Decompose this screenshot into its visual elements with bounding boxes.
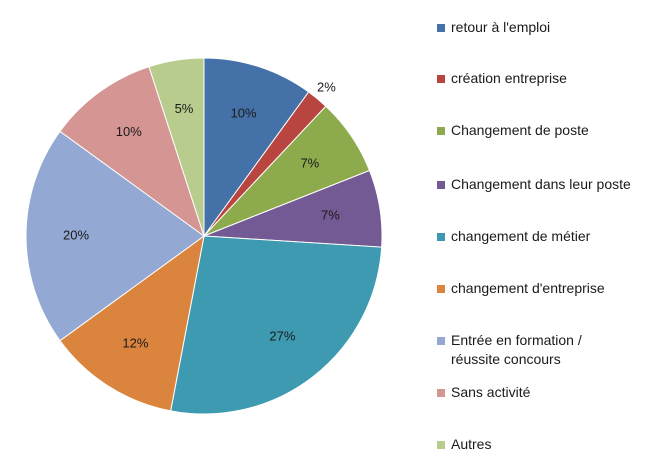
legend-label: changement d'entreprise xyxy=(451,280,605,296)
legend-label: Changement dans leur poste xyxy=(451,176,631,192)
pie-slice xyxy=(148,57,205,237)
legend-item: retour à l'emploi xyxy=(437,18,550,37)
pie-slice xyxy=(25,130,205,342)
pie-slice xyxy=(59,66,205,238)
legend-item: création entreprise xyxy=(437,69,567,88)
legend-label: Changement de poste xyxy=(451,122,589,138)
legend-label: Sans activité xyxy=(451,384,531,400)
slice-data-label: 7% xyxy=(321,207,340,222)
slice-data-label: 2% xyxy=(317,79,336,94)
slice-data-label: 10% xyxy=(231,106,257,121)
pie-slice xyxy=(203,57,310,238)
legend-item: Changement de poste xyxy=(437,121,589,140)
legend-swatch xyxy=(437,389,445,397)
legend-label: Autres xyxy=(451,436,492,452)
slice-data-label: 7% xyxy=(300,155,319,170)
pie-labels: 10% 2% 7% 7% 27% 12% 20% 10% 5% xyxy=(63,79,340,350)
legend-label: changement de métier xyxy=(451,228,591,244)
legend-swatch xyxy=(437,127,445,135)
legend-item: Sans activité xyxy=(437,383,530,402)
legend-swatch xyxy=(437,181,445,189)
legend-item: changement d'entreprise xyxy=(437,279,605,298)
legend-swatch xyxy=(437,285,445,293)
pie-slice xyxy=(59,234,205,412)
pie-slice xyxy=(170,235,383,415)
legend-item: changement de métier xyxy=(437,227,590,246)
legend-swatch xyxy=(437,75,445,83)
slice-data-label: 10% xyxy=(116,124,142,139)
legend-label: retour à l'emploi xyxy=(451,19,551,35)
slice-data-label: 20% xyxy=(63,227,89,242)
legend-swatch xyxy=(437,441,445,449)
legend-item: Changement dans leur poste xyxy=(437,175,631,194)
legend-label: création entreprise xyxy=(451,70,567,86)
slice-data-label: 12% xyxy=(122,336,148,351)
slice-data-label: 27% xyxy=(269,329,295,344)
pie-chart: 10% 2% 7% 7% 27% 12% 20% 10% 5% xyxy=(25,57,383,415)
legend-item: Autres xyxy=(437,435,491,454)
pie-slices xyxy=(25,57,383,415)
legend-swatch xyxy=(437,337,445,345)
legend-swatch xyxy=(437,24,445,32)
slice-data-label: 5% xyxy=(175,101,194,116)
legend-item: Entrée en formation / réussite concours xyxy=(437,331,582,369)
legend-swatch xyxy=(437,233,445,241)
legend-label: Entrée en formation / réussite concours xyxy=(451,332,582,367)
